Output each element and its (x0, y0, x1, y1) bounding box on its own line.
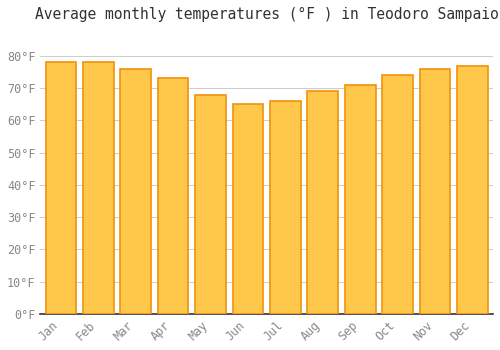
Bar (270, 101, 300, 314)
Bar (308, 91, 338, 314)
Bar (457, 65, 488, 314)
Bar (120, 69, 151, 314)
Bar (83, 62, 114, 314)
Bar (382, 75, 413, 314)
Bar (158, 78, 188, 314)
Title: Average monthly temperatures (°F ) in Teodoro Sampaio: Average monthly temperatures (°F ) in Te… (35, 7, 498, 22)
Bar (420, 69, 450, 314)
Bar (345, 85, 376, 314)
Bar (232, 104, 264, 314)
Bar (46, 62, 76, 314)
Bar (195, 94, 226, 314)
